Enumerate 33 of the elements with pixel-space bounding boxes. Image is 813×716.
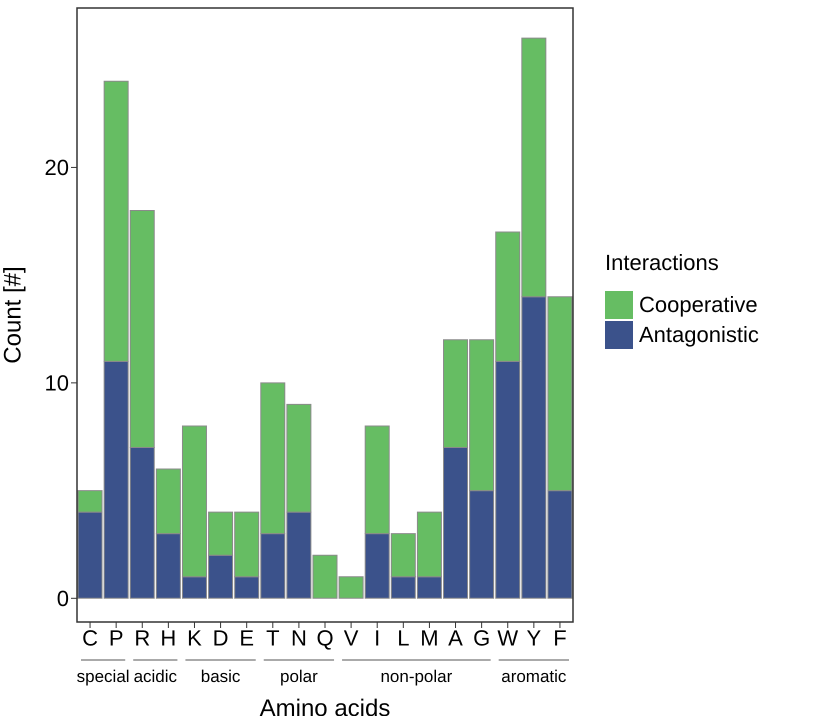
text: acidic	[134, 667, 178, 686]
x-tick-label: V	[344, 626, 359, 651]
x-axis-title: Amino acids	[260, 695, 390, 716]
x-tick-label: E	[239, 626, 254, 651]
x-tick-label: Q	[316, 626, 334, 651]
y-tick-label: 0	[56, 586, 69, 612]
y-tick-label: 20	[44, 155, 69, 180]
x-tick-label: D	[212, 626, 229, 651]
text: polar	[280, 667, 318, 686]
x-tick-label: M	[420, 626, 439, 651]
text: basic	[200, 667, 241, 686]
x-tick-label: N	[290, 626, 307, 651]
text: non-polar	[380, 667, 453, 686]
y-tick-label: 10	[44, 370, 69, 396]
legend-title: Interactions	[605, 250, 720, 276]
text: special	[76, 667, 130, 686]
x-tick-label: C	[82, 626, 98, 651]
x-tick-label: F	[553, 626, 567, 651]
x-tick-label: Y	[526, 626, 542, 651]
x-tick-label: L	[397, 626, 410, 651]
x-tick-label: W	[497, 626, 518, 651]
x-tick-label: K	[187, 626, 202, 651]
x-tick-label: P	[108, 626, 124, 651]
x-tick-label: H	[160, 626, 176, 651]
legend-label: Cooperative	[639, 292, 758, 318]
x-tick-label: T	[266, 626, 280, 651]
x-tick-label: I	[374, 626, 380, 651]
x-tick-label: R	[134, 626, 150, 651]
x-tick-label: G	[473, 626, 490, 651]
text: aromatic	[501, 667, 567, 686]
x-tick-label: A	[448, 626, 464, 651]
y-axis-title: Count [#]	[0, 266, 27, 364]
legend-label: Antagonistic	[639, 322, 759, 348]
